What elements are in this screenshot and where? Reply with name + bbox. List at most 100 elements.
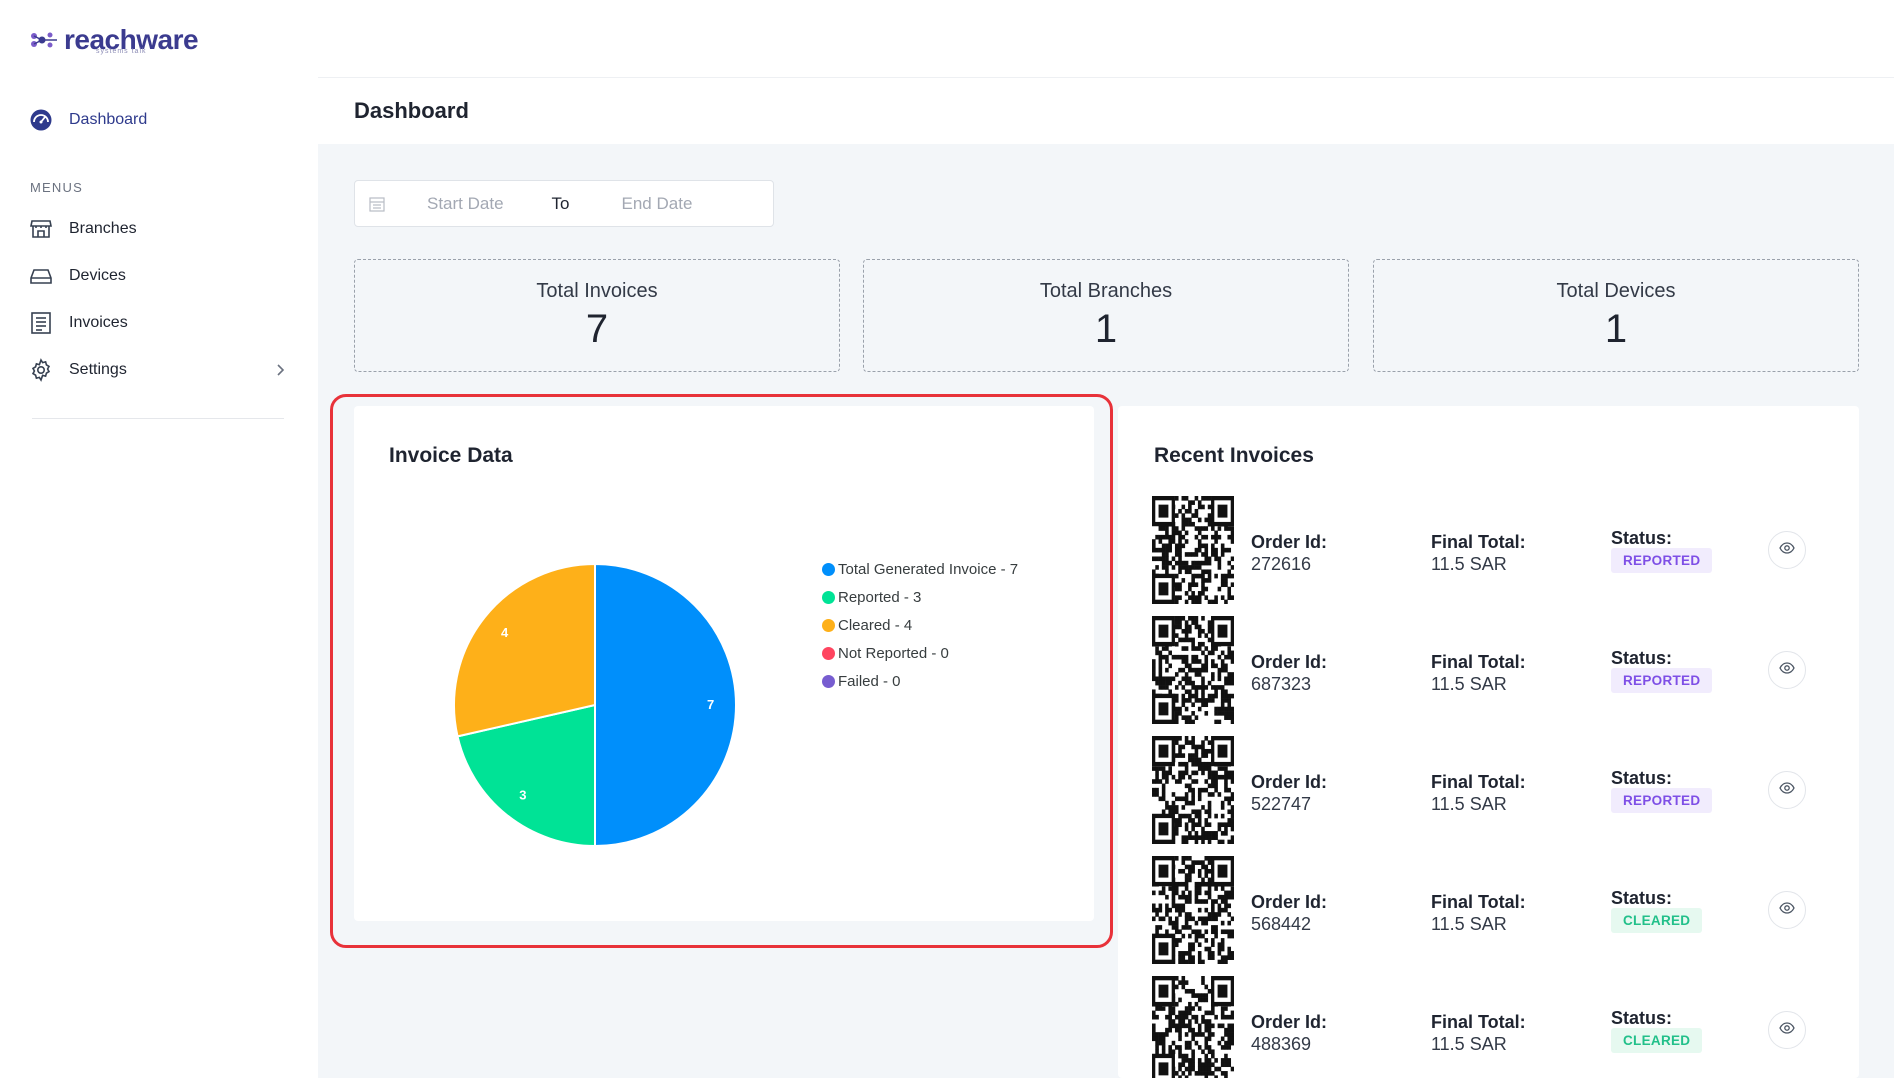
recent-invoices-card: Recent Invoices Order Id: 272616 Final T… bbox=[1118, 406, 1859, 1078]
sidebar-item-dashboard[interactable]: Dashboard bbox=[28, 105, 147, 135]
legend-marker bbox=[822, 646, 835, 660]
legend-marker bbox=[822, 618, 835, 632]
legend-label: Reported - 3 bbox=[838, 588, 922, 606]
order-id-value: 272616 bbox=[1251, 554, 1312, 574]
page-title: Dashboard bbox=[354, 98, 469, 123]
legend-item[interactable]: Not Reported - 0 bbox=[822, 639, 1018, 667]
eye-icon bbox=[1779, 781, 1795, 799]
chevron-right-icon[interactable] bbox=[272, 361, 290, 379]
sidebar-item-settings[interactable]: Settings bbox=[28, 355, 127, 385]
gauge-icon bbox=[28, 107, 54, 133]
qr-code bbox=[1152, 616, 1235, 725]
final-total-value: 11.5 SAR bbox=[1431, 1034, 1507, 1054]
stat-value: 1 bbox=[1604, 307, 1628, 351]
pie-data-label: 7 bbox=[707, 697, 714, 712]
order-id-label: Order Id: bbox=[1251, 772, 1328, 792]
final-total-value: 11.5 SAR bbox=[1431, 674, 1507, 694]
eye-icon bbox=[1779, 661, 1795, 679]
chart-legend: Total Generated Invoice - 7 Reported - 3 C… bbox=[822, 555, 1018, 695]
end-date-input[interactable]: End Date bbox=[621, 193, 693, 213]
legend-item[interactable]: Reported - 3 bbox=[822, 583, 1018, 611]
top-bar bbox=[318, 0, 1894, 78]
brand-name: reachware bbox=[64, 24, 199, 55]
eye-icon bbox=[1779, 1021, 1795, 1039]
final-total-value: 11.5 SAR bbox=[1431, 554, 1507, 574]
gear-icon bbox=[28, 357, 54, 383]
start-date-input[interactable]: Start Date bbox=[427, 193, 504, 213]
brand-logo[interactable]: reachware systems talk bbox=[30, 22, 199, 58]
calendar-icon bbox=[369, 195, 387, 213]
order-id-value: 568442 bbox=[1251, 914, 1312, 934]
stat-label: Total Devices bbox=[1556, 280, 1676, 302]
legend-item[interactable]: Failed - 0 bbox=[822, 667, 1018, 695]
status-badge: CLEARED bbox=[1611, 908, 1703, 933]
invoice-row: Order Id: 568442 Final Total: 11.5 SAR S… bbox=[1118, 856, 1859, 966]
invoice-row: Order Id: 488369 Final Total: 11.5 SAR S… bbox=[1118, 976, 1859, 1078]
date-range-picker[interactable]: Start Date To End Date bbox=[354, 180, 774, 227]
order-id-value: 488369 bbox=[1251, 1034, 1312, 1054]
eye-icon bbox=[1779, 541, 1795, 559]
status-label: Status: bbox=[1611, 1008, 1673, 1028]
device-icon bbox=[28, 263, 54, 289]
final-total-label: Final Total: bbox=[1431, 652, 1526, 672]
pie-data-label: 4 bbox=[501, 625, 509, 640]
final-total-value: 11.5 SAR bbox=[1431, 914, 1507, 934]
store-icon bbox=[28, 216, 54, 242]
stat-value: 7 bbox=[585, 307, 609, 351]
legend-label: Cleared - 4 bbox=[838, 616, 913, 634]
qr-code bbox=[1152, 976, 1235, 1078]
order-id-value: 522747 bbox=[1251, 794, 1312, 814]
sidebar-item-branches[interactable]: Branches bbox=[28, 214, 137, 244]
view-invoice-button[interactable] bbox=[1768, 771, 1806, 809]
view-invoice-button[interactable] bbox=[1768, 891, 1806, 929]
invoice-data-title: Invoice Data bbox=[389, 444, 513, 467]
status-badge: REPORTED bbox=[1611, 668, 1713, 693]
pie-slice-reported[interactable] bbox=[456, 703, 596, 848]
stat-card-total-invoices: Total Invoices 7 bbox=[354, 259, 840, 372]
sidebar: reachware systems talk Dashboard MENUS B… bbox=[0, 0, 318, 1078]
reachware-logo-icon bbox=[31, 32, 57, 48]
invoice-pie-chart: 7 3 4 bbox=[453, 562, 737, 848]
stat-label: Total Invoices bbox=[536, 280, 658, 302]
legend-item[interactable]: Cleared - 4 bbox=[822, 611, 1018, 639]
final-total-label: Final Total: bbox=[1431, 892, 1526, 912]
status-badge: REPORTED bbox=[1611, 788, 1713, 813]
status-label: Status: bbox=[1611, 768, 1673, 788]
menus-section-label: MENUS bbox=[30, 180, 83, 195]
legend-label: Not Reported - 0 bbox=[838, 644, 949, 662]
stat-value: 1 bbox=[1094, 307, 1118, 351]
status-label: Status: bbox=[1611, 888, 1673, 908]
status-label: Status: bbox=[1611, 528, 1673, 548]
view-invoice-button[interactable] bbox=[1768, 651, 1806, 689]
order-id-label: Order Id: bbox=[1251, 652, 1328, 672]
qr-code bbox=[1152, 496, 1235, 605]
final-total-value: 11.5 SAR bbox=[1431, 794, 1507, 814]
sidebar-item-label: Invoices bbox=[69, 314, 128, 331]
order-id-label: Order Id: bbox=[1251, 1012, 1328, 1032]
status-badge: CLEARED bbox=[1611, 1028, 1703, 1053]
status-badge: REPORTED bbox=[1611, 548, 1713, 573]
legend-item[interactable]: Total Generated Invoice - 7 bbox=[822, 555, 1018, 583]
pie-slice-cleared[interactable] bbox=[453, 562, 596, 738]
legend-label: Failed - 0 bbox=[838, 672, 901, 690]
view-invoice-button[interactable] bbox=[1768, 1011, 1806, 1049]
sidebar-item-label: Settings bbox=[69, 361, 127, 378]
order-id-value: 687323 bbox=[1251, 674, 1312, 694]
legend-marker bbox=[822, 674, 835, 688]
stat-card-total-branches: Total Branches 1 bbox=[863, 259, 1349, 372]
qr-code bbox=[1152, 856, 1235, 965]
sidebar-item-label: Devices bbox=[69, 267, 126, 284]
order-id-label: Order Id: bbox=[1251, 532, 1328, 552]
sidebar-divider bbox=[32, 418, 284, 419]
sidebar-item-devices[interactable]: Devices bbox=[28, 261, 126, 291]
date-range-separator: To bbox=[551, 193, 570, 213]
sidebar-item-label: Branches bbox=[69, 220, 137, 237]
invoice-row: Order Id: 522747 Final Total: 11.5 SAR S… bbox=[1118, 736, 1859, 846]
invoice-row: Order Id: 272616 Final Total: 11.5 SAR S… bbox=[1118, 496, 1859, 606]
sidebar-item-invoices[interactable]: Invoices bbox=[28, 308, 128, 338]
brand-tagline: systems talk bbox=[96, 48, 147, 55]
invoice-icon bbox=[28, 310, 54, 336]
view-invoice-button[interactable] bbox=[1768, 531, 1806, 569]
final-total-label: Final Total: bbox=[1431, 532, 1526, 552]
pie-slice-total-generated-invoice[interactable] bbox=[594, 562, 737, 848]
